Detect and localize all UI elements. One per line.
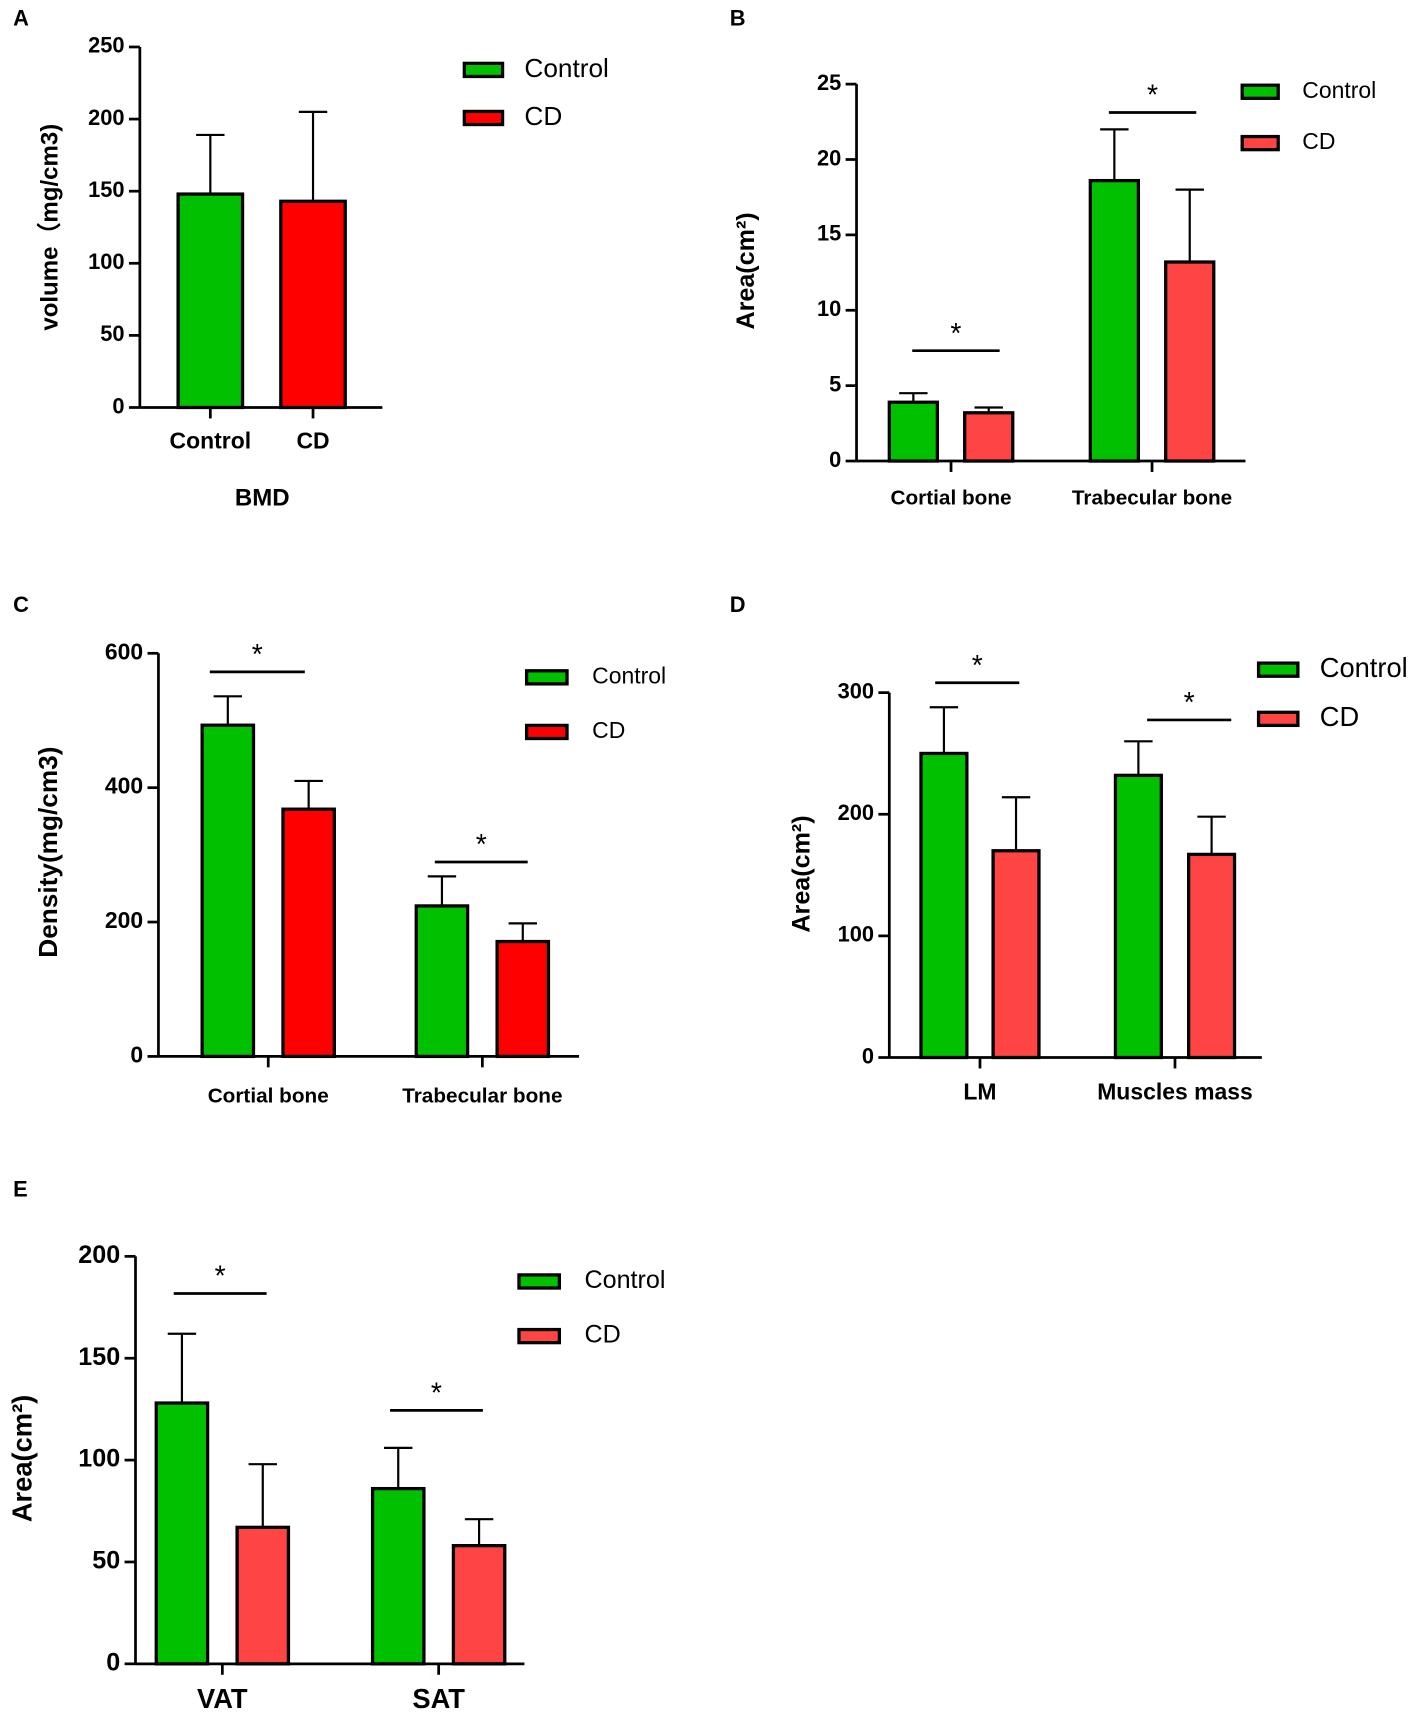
- y-tick-label: 50: [100, 321, 124, 346]
- bar: [281, 807, 336, 1059]
- y-tick-label: 200: [88, 105, 124, 130]
- significance-star: *: [476, 829, 487, 861]
- y-tick-label: 400: [105, 773, 143, 799]
- bar: [370, 1486, 426, 1666]
- legend-swatch: [462, 109, 505, 127]
- legend-swatch: [1256, 710, 1300, 728]
- legend-label: CD: [1302, 128, 1335, 154]
- legend-label: CD: [524, 101, 562, 131]
- y-tick-label: 0: [106, 1648, 120, 1676]
- panel-label: E: [13, 1177, 28, 1202]
- significance-star: *: [215, 1261, 226, 1293]
- y-tick-label: 50: [92, 1547, 120, 1575]
- panel-label: D: [730, 592, 746, 617]
- bar: [1088, 178, 1141, 463]
- x-tick-label: Cortial bone: [891, 487, 1012, 510]
- panel-label: C: [13, 592, 29, 617]
- bar: [235, 1525, 291, 1666]
- significance-star: *: [950, 318, 961, 350]
- y-tick-label: 100: [78, 1445, 120, 1473]
- bar: [1113, 773, 1163, 1060]
- legend-swatch: [1256, 661, 1300, 678]
- y-axis-label: Density(mg/cm3): [33, 747, 63, 958]
- x-tick-label: Control: [170, 428, 252, 454]
- legend-swatch: [517, 1273, 562, 1290]
- bar: [919, 751, 969, 1060]
- x-tick-label: Trabecular bone: [1072, 487, 1232, 510]
- y-tick-label: 200: [78, 1241, 120, 1269]
- legend-swatch: [1240, 83, 1280, 100]
- y-tick-label: 300: [838, 678, 874, 703]
- x-tick-label: LM: [963, 1079, 996, 1105]
- y-axis-label: volume（mg/cm3): [37, 124, 64, 331]
- legend-swatch: [524, 723, 569, 741]
- x-tick-label: Cortial bone: [208, 1084, 329, 1107]
- legend-label: Control: [585, 1266, 666, 1294]
- x-tick-label: Muscles mass: [1097, 1079, 1253, 1105]
- y-tick-label: 0: [829, 447, 841, 472]
- y-tick-label: 10: [817, 296, 841, 321]
- y-tick-label: 5: [829, 371, 841, 396]
- x-tick-label: CD: [296, 428, 329, 454]
- significance-star: *: [252, 639, 263, 671]
- significance-star: *: [431, 1378, 442, 1410]
- legend-label: Control: [1320, 652, 1408, 683]
- significance-star: *: [1147, 80, 1158, 112]
- y-tick-label: 100: [838, 922, 874, 947]
- bar: [1187, 852, 1237, 1060]
- bar: [991, 849, 1041, 1060]
- legend-label: Control: [1302, 77, 1376, 103]
- bar: [887, 400, 940, 463]
- bar: [1164, 260, 1216, 463]
- bar: [414, 904, 470, 1059]
- legend-label: Control: [524, 53, 608, 83]
- bar: [200, 723, 256, 1059]
- y-tick-label: 600: [105, 638, 143, 664]
- bar: [451, 1544, 507, 1666]
- y-axis-label: Area(cm²): [732, 212, 760, 329]
- y-tick-label: 15: [817, 221, 841, 246]
- bar: [495, 939, 551, 1059]
- x-tick-label: Trabecular bone: [402, 1084, 562, 1107]
- legend-swatch: [462, 61, 505, 79]
- y-tick-label: 250: [88, 33, 124, 58]
- bar: [279, 199, 347, 410]
- legend-label: CD: [585, 1321, 621, 1349]
- x-tick-label: SAT: [412, 1683, 465, 1713]
- panel-label: B: [730, 5, 746, 30]
- y-tick-label: 200: [105, 907, 143, 933]
- legend-label: CD: [1320, 701, 1359, 732]
- y-axis-label: Area(cm²): [6, 1395, 37, 1522]
- y-tick-label: 25: [817, 70, 841, 95]
- bar: [154, 1401, 210, 1666]
- x-axis-label: BMD: [235, 485, 290, 512]
- bar: [963, 411, 1015, 463]
- y-axis-label: Area(cm²): [788, 815, 816, 932]
- significance-star: *: [972, 650, 983, 682]
- y-tick-label: 150: [78, 1343, 120, 1371]
- bar: [176, 192, 245, 410]
- legend-swatch: [524, 669, 569, 686]
- panel-label: A: [13, 5, 29, 30]
- y-tick-label: 20: [817, 145, 841, 170]
- y-tick-label: 0: [130, 1041, 143, 1067]
- y-tick-label: 0: [862, 1043, 874, 1068]
- y-tick-label: 0: [112, 393, 124, 418]
- y-tick-label: 200: [838, 800, 874, 825]
- legend-label: CD: [592, 717, 625, 743]
- y-tick-label: 150: [88, 177, 124, 202]
- legend-label: Control: [592, 662, 666, 688]
- legend-swatch: [1240, 134, 1280, 152]
- significance-star: *: [1184, 687, 1195, 719]
- y-tick-label: 100: [88, 249, 124, 274]
- x-tick-label: VAT: [197, 1683, 248, 1713]
- legend-swatch: [517, 1327, 562, 1345]
